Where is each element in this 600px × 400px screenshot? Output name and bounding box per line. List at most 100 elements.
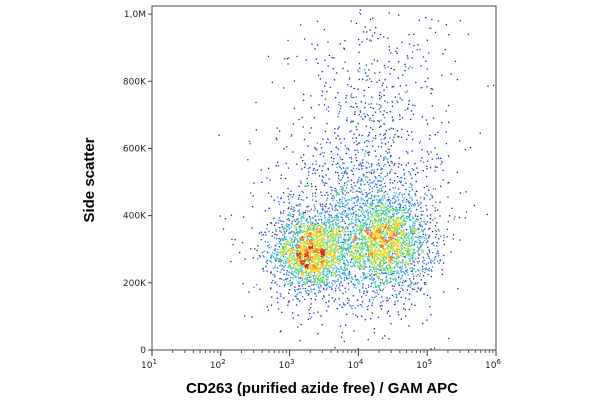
event-point	[335, 270, 337, 272]
event-point	[398, 260, 400, 262]
event-point	[321, 251, 323, 253]
event-point	[325, 255, 327, 257]
event-point	[352, 167, 355, 170]
event-point	[343, 246, 345, 248]
event-point	[371, 201, 373, 203]
event-point	[265, 234, 267, 236]
event-point	[384, 205, 386, 207]
event-point	[277, 257, 279, 260]
event-point	[332, 263, 334, 266]
event-point	[383, 213, 385, 215]
event-point	[327, 236, 329, 238]
event-point	[323, 254, 325, 256]
event-point	[347, 234, 349, 236]
event-point	[376, 242, 379, 244]
event-point	[338, 182, 340, 185]
event-point	[323, 237, 325, 239]
event-point	[330, 192, 332, 195]
event-point	[425, 263, 428, 265]
event-point	[298, 246, 301, 248]
event-point	[322, 165, 324, 167]
event-point	[297, 254, 300, 256]
event-point	[320, 231, 322, 233]
event-point	[330, 273, 333, 275]
event-point	[405, 270, 408, 272]
event-point	[392, 273, 394, 275]
event-point	[415, 220, 417, 222]
event-point	[382, 255, 384, 258]
event-point	[288, 280, 291, 282]
event-point	[440, 163, 442, 165]
event-point	[387, 204, 389, 206]
event-point	[313, 242, 315, 244]
event-point	[366, 172, 368, 174]
event-point	[292, 255, 295, 257]
event-point	[309, 218, 312, 221]
event-point	[374, 232, 376, 234]
event-point	[313, 250, 316, 252]
event-point	[409, 227, 411, 229]
event-point	[274, 274, 276, 276]
event-point	[402, 261, 404, 263]
event-point	[331, 275, 333, 277]
event-point	[320, 241, 322, 243]
event-point	[413, 222, 415, 224]
event-point	[326, 274, 328, 276]
event-point	[386, 258, 388, 260]
event-point	[283, 273, 285, 275]
event-point	[428, 189, 430, 191]
event-point	[319, 282, 321, 284]
event-point	[428, 256, 430, 258]
event-point	[296, 250, 298, 252]
event-point	[448, 337, 450, 340]
event-point	[361, 306, 363, 308]
event-point	[343, 171, 345, 173]
event-point	[350, 161, 352, 163]
event-point	[393, 230, 395, 232]
event-point	[396, 269, 398, 272]
event-point	[300, 249, 302, 251]
event-point	[325, 259, 327, 261]
event-point	[364, 215, 367, 217]
event-point	[295, 276, 297, 278]
event-point	[307, 255, 309, 257]
event-point	[337, 236, 340, 238]
event-point	[388, 199, 391, 201]
event-point	[371, 225, 373, 227]
event-point	[288, 261, 291, 263]
event-point	[305, 255, 307, 257]
event-point	[337, 278, 339, 280]
event-point	[392, 237, 394, 240]
event-point	[374, 281, 377, 283]
event-point	[414, 215, 417, 217]
event-point	[274, 276, 276, 278]
event-point	[242, 283, 244, 285]
event-point	[300, 242, 302, 244]
event-point	[386, 283, 388, 285]
event-point	[338, 283, 341, 285]
event-point	[321, 224, 323, 226]
event-point	[316, 226, 318, 228]
event-point	[424, 283, 426, 285]
event-point	[290, 247, 292, 250]
event-point	[368, 238, 370, 240]
event-point	[321, 179, 323, 181]
event-point	[337, 216, 339, 218]
event-point	[321, 324, 323, 326]
event-point	[301, 255, 304, 257]
event-point	[387, 200, 389, 202]
event-point	[360, 222, 362, 224]
event-point	[316, 266, 318, 268]
event-point	[442, 179, 444, 181]
event-point	[290, 215, 292, 217]
event-point	[341, 285, 344, 287]
event-point	[290, 251, 292, 254]
event-point	[359, 256, 361, 258]
event-point	[368, 211, 370, 214]
event-point	[286, 243, 288, 246]
event-point	[287, 167, 290, 169]
event-point	[372, 235, 374, 237]
event-point	[404, 240, 406, 242]
event-point	[395, 264, 398, 266]
event-point	[370, 204, 372, 206]
